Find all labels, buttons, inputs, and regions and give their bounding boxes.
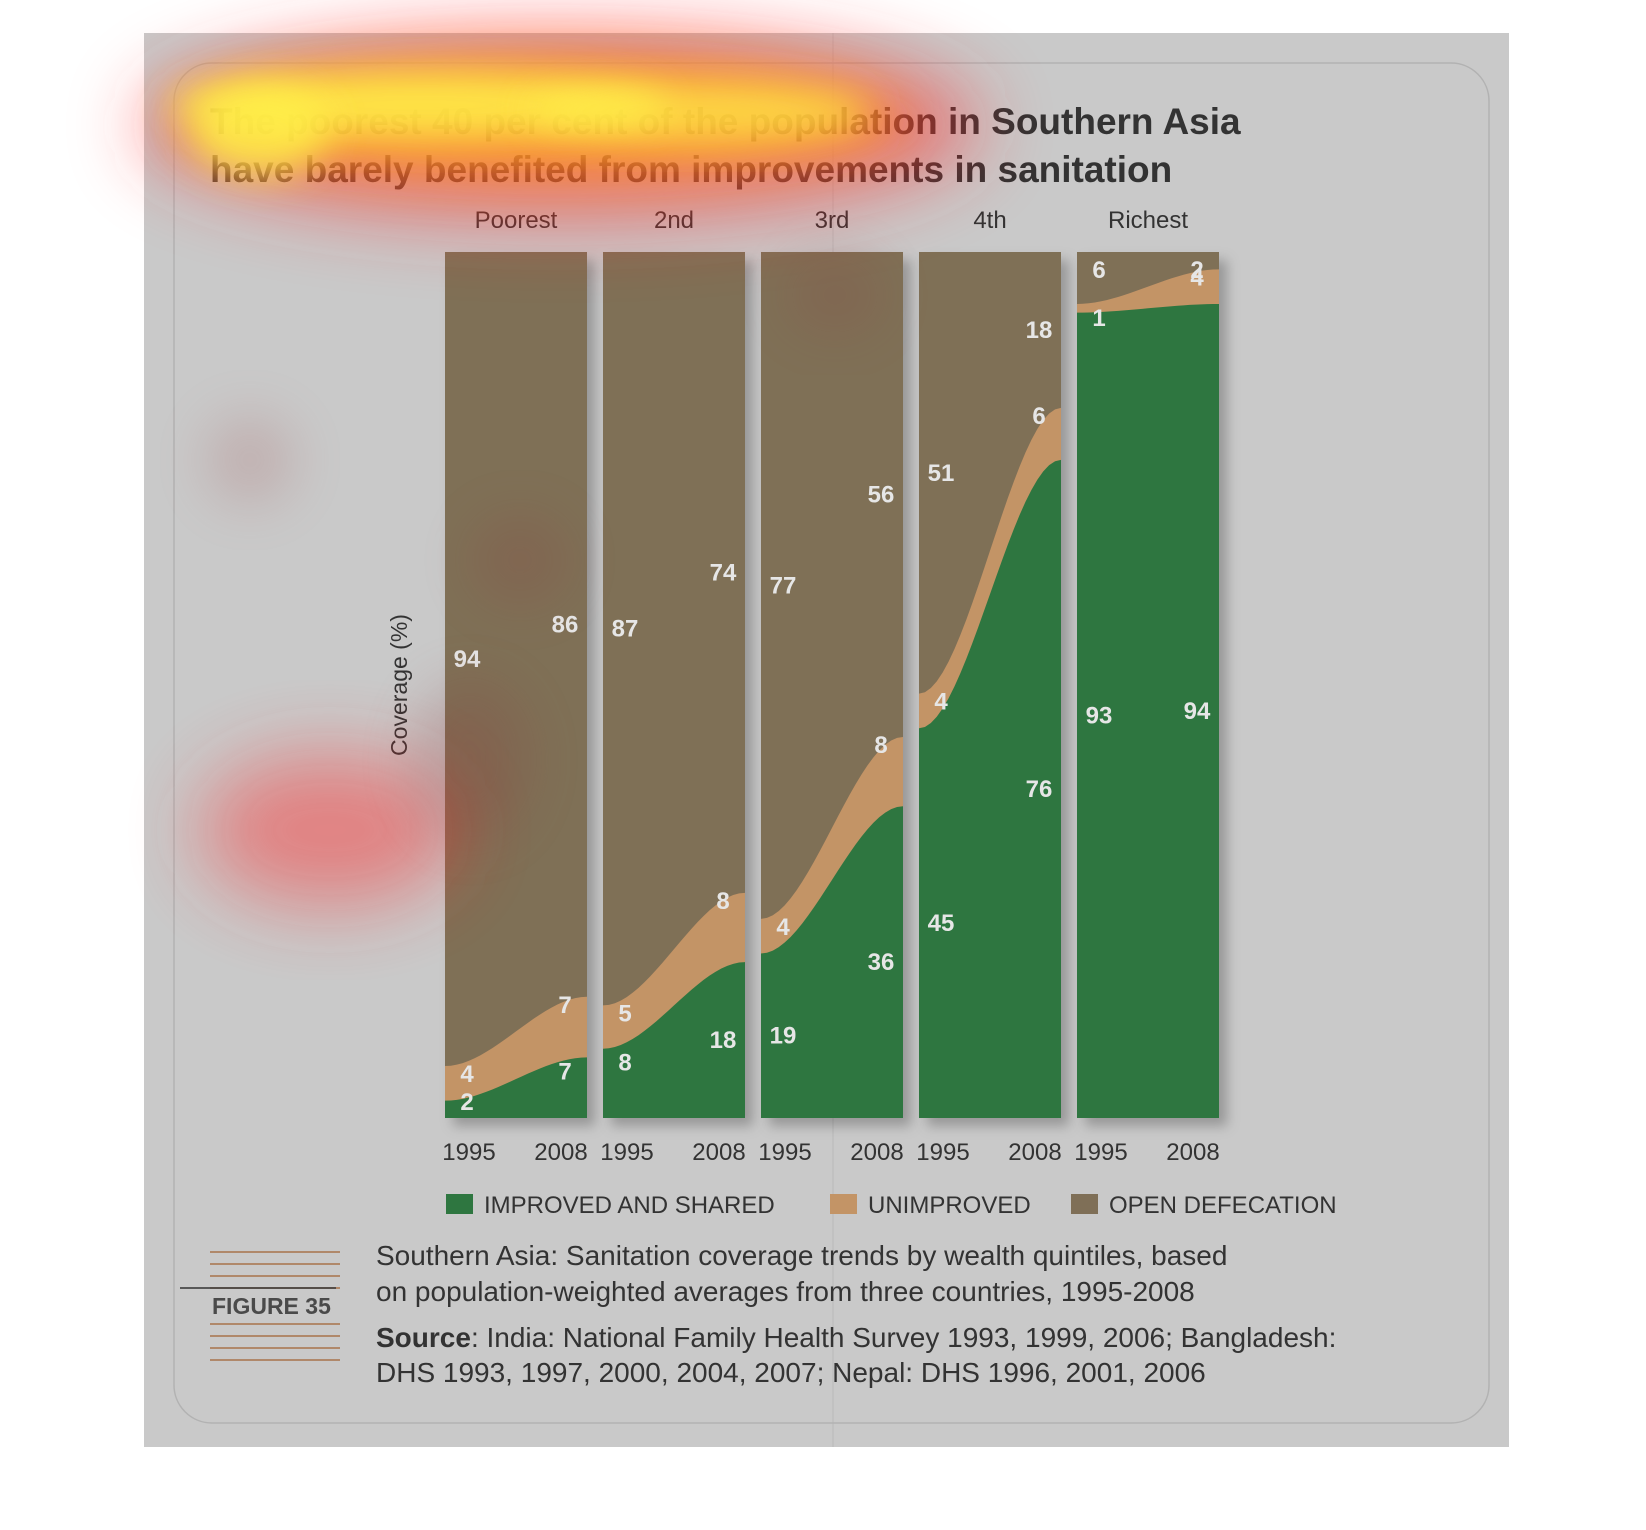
figure-label-block: FIGURE 35	[180, 1251, 340, 1361]
year-tick-label: 1995	[600, 1139, 653, 1166]
quintile-label: Richest	[1108, 207, 1188, 234]
data-label-unimproved: 4	[460, 1061, 474, 1088]
data-label-improved: 8	[618, 1050, 631, 1077]
year-tick-label: 1995	[1074, 1139, 1127, 1166]
quintile-column-poorest	[445, 252, 587, 1118]
improved-area	[1077, 303, 1219, 1119]
data-label-improved: 7	[558, 1058, 571, 1085]
data-label-unimproved: 8	[716, 888, 729, 915]
data-label-improved: 45	[928, 910, 955, 937]
legend-label-improved: IMPROVED AND SHARED	[484, 1192, 775, 1219]
quintile-label: 4th	[973, 207, 1006, 234]
data-label-unimproved: 1	[1092, 305, 1105, 332]
year-tick-label: 2008	[850, 1139, 903, 1166]
data-label-open-defecation: 77	[770, 572, 797, 599]
source-label: Source	[376, 1322, 471, 1353]
improved-area	[761, 806, 903, 1118]
data-label-improved: 94	[1184, 698, 1211, 725]
chart-title-line2: have barely benefited from improvements …	[210, 149, 1172, 190]
figure-label: FIGURE 35	[212, 1293, 331, 1319]
data-label-improved: 76	[1026, 776, 1053, 803]
data-label-improved: 2	[460, 1089, 473, 1116]
legend-label-open-defecation: OPEN DEFECATION	[1109, 1192, 1337, 1219]
data-label-improved: 93	[1086, 702, 1113, 729]
data-label-improved: 36	[868, 949, 895, 976]
year-tick-label: 2008	[692, 1139, 745, 1166]
legend: IMPROVED AND SHARED UNIMPROVED OPEN DEFE…	[446, 1192, 1337, 1219]
data-label-improved: 19	[770, 1023, 797, 1050]
year-tick-label: 1995	[758, 1139, 811, 1166]
figure-label-backing	[208, 1291, 340, 1319]
data-label-unimproved: 4	[1190, 264, 1204, 291]
year-tick-label: 2008	[534, 1139, 587, 1166]
improved-area	[603, 962, 745, 1118]
legend-label-unimproved: UNIMPROVED	[868, 1192, 1031, 1219]
caption-line2: on population-weighted averages from thr…	[376, 1276, 1195, 1307]
data-label-open-defecation: 74	[710, 559, 737, 586]
quintile-column-richest	[1077, 252, 1219, 1119]
data-label-unimproved: 7	[558, 992, 571, 1019]
quintile-column-3rd	[761, 252, 903, 1118]
quintile-column-2nd	[603, 252, 745, 1118]
source-line2: DHS 1993, 1997, 2000, 2004, 2007; Nepal:…	[376, 1357, 1206, 1388]
year-tick-label: 2008	[1166, 1139, 1219, 1166]
data-label-unimproved: 6	[1032, 403, 1045, 430]
data-label-open-defecation: 87	[612, 616, 639, 643]
open-defecation-area	[445, 252, 587, 1118]
caption-line1: Southern Asia: Sanitation coverage trend…	[376, 1240, 1227, 1271]
quintile-column-4th	[919, 252, 1061, 1119]
legend-swatch-improved	[446, 1194, 473, 1214]
data-label-unimproved: 4	[776, 914, 790, 941]
year-tick-label: 2008	[1008, 1139, 1061, 1166]
legend-swatch-open-defecation	[1071, 1194, 1098, 1214]
improved-area	[919, 459, 1061, 1119]
data-label-open-defecation: 51	[928, 460, 955, 487]
data-label-unimproved: 4	[934, 689, 948, 716]
quintile-label: 3rd	[815, 207, 850, 234]
data-label-open-defecation: 2	[1190, 257, 1203, 284]
data-label-open-defecation: 6	[1092, 257, 1105, 284]
data-label-open-defecation: 94	[454, 646, 481, 673]
year-tick-label: 1995	[442, 1139, 495, 1166]
source-line1: Source: India: National Family Health Su…	[376, 1322, 1336, 1353]
quintile-label: Poorest	[475, 207, 558, 234]
data-label-unimproved: 8	[874, 732, 887, 759]
data-label-open-defecation: 86	[552, 611, 579, 638]
y-axis-label: Coverage (%)	[386, 614, 412, 756]
legend-swatch-unimproved	[830, 1194, 857, 1214]
year-tick-label: 1995	[916, 1139, 969, 1166]
data-label-open-defecation: 18	[1026, 317, 1053, 344]
data-label-open-defecation: 56	[868, 481, 895, 508]
data-label-unimproved: 5	[618, 1000, 631, 1027]
quintile-label: 2nd	[654, 207, 694, 234]
improved-area	[445, 1057, 587, 1118]
source-text-1: : India: National Family Health Survey 1…	[471, 1322, 1336, 1353]
data-label-improved: 18	[710, 1027, 737, 1054]
caption: Southern Asia: Sanitation coverage trend…	[376, 1240, 1336, 1388]
chart-title-line1: The poorest 40 per cent of the populatio…	[210, 101, 1241, 142]
